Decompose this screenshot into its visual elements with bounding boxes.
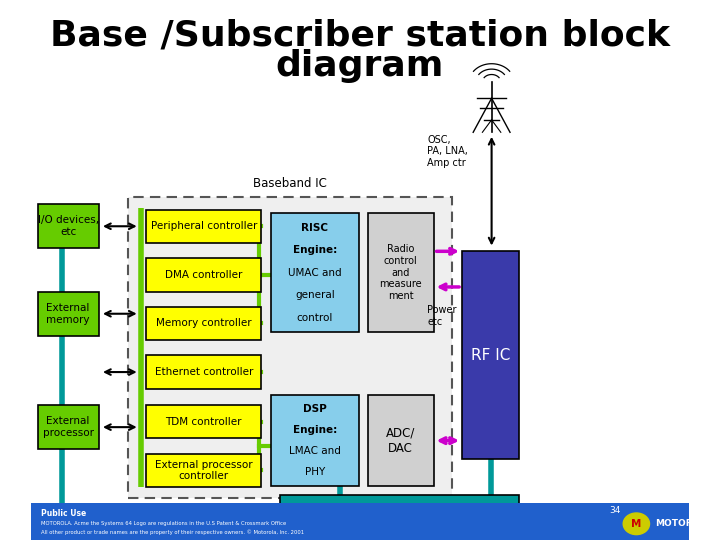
Text: LMAC and: LMAC and [289, 446, 341, 456]
Text: M: M [631, 519, 642, 529]
Text: External
processor: External processor [42, 416, 94, 438]
Text: diagram: diagram [276, 49, 444, 83]
Bar [146, 258, 261, 292]
Text: All other product or trade names are the property of their respective owners. © : All other product or trade names are the… [41, 530, 304, 535]
Bar [146, 307, 261, 340]
Text: DSP: DSP [303, 404, 327, 414]
Text: Base /Subscriber station block: Base /Subscriber station block [50, 18, 670, 52]
Text: MOTOROLA: MOTOROLA [654, 519, 713, 528]
Text: DMA controller: DMA controller [165, 270, 243, 280]
Bar [146, 355, 261, 389]
Text: PHY: PHY [305, 467, 325, 477]
Text: Power supply: Power supply [358, 503, 441, 516]
Text: MOTOROLA. Acme the Systems 64 Logo are regulations in the U.S Patent & Crossmark: MOTOROLA. Acme the Systems 64 Logo are r… [41, 521, 286, 526]
Text: RF IC: RF IC [471, 348, 510, 362]
Text: OSC,
PA, LNA,
Amp ctr: OSC, PA, LNA, Amp ctr [427, 134, 468, 168]
Bar [280, 495, 519, 525]
Text: ADC/
DAC: ADC/ DAC [386, 427, 415, 455]
Bar [31, 503, 689, 540]
Bar [368, 213, 433, 332]
Text: External processor
controller: External processor controller [155, 460, 253, 481]
Text: 34: 34 [609, 507, 621, 515]
Text: External
memory: External memory [46, 303, 90, 325]
Text: Ethernet controller: Ethernet controller [155, 367, 253, 377]
Bar [37, 204, 99, 248]
Bar [368, 395, 433, 486]
Text: Memory controller: Memory controller [156, 319, 251, 328]
Bar [462, 251, 519, 459]
Text: Engine:: Engine: [293, 425, 337, 435]
Bar [37, 405, 99, 449]
Bar [146, 210, 261, 243]
Circle shape [624, 513, 649, 535]
Bar [271, 395, 359, 486]
Text: Radio
control
and
measure
ment: Radio control and measure ment [379, 245, 422, 301]
Text: TDM controller: TDM controller [166, 417, 242, 427]
Text: RISC: RISC [302, 223, 328, 233]
Bar [37, 292, 99, 336]
Text: I/O devices,
etc: I/O devices, etc [37, 215, 99, 237]
Text: Baseband IC: Baseband IC [253, 177, 327, 190]
Text: Engine:: Engine: [293, 245, 337, 255]
Bar [146, 454, 261, 487]
Text: general: general [295, 290, 335, 300]
Text: Peripheral controller: Peripheral controller [150, 221, 257, 231]
Text: UMAC and: UMAC and [288, 268, 342, 278]
Bar [146, 405, 261, 438]
Bar [128, 197, 452, 498]
Bar [271, 213, 359, 332]
Text: Power
etc: Power etc [427, 305, 456, 327]
Text: control: control [297, 313, 333, 322]
Text: Public Use: Public Use [41, 509, 86, 517]
